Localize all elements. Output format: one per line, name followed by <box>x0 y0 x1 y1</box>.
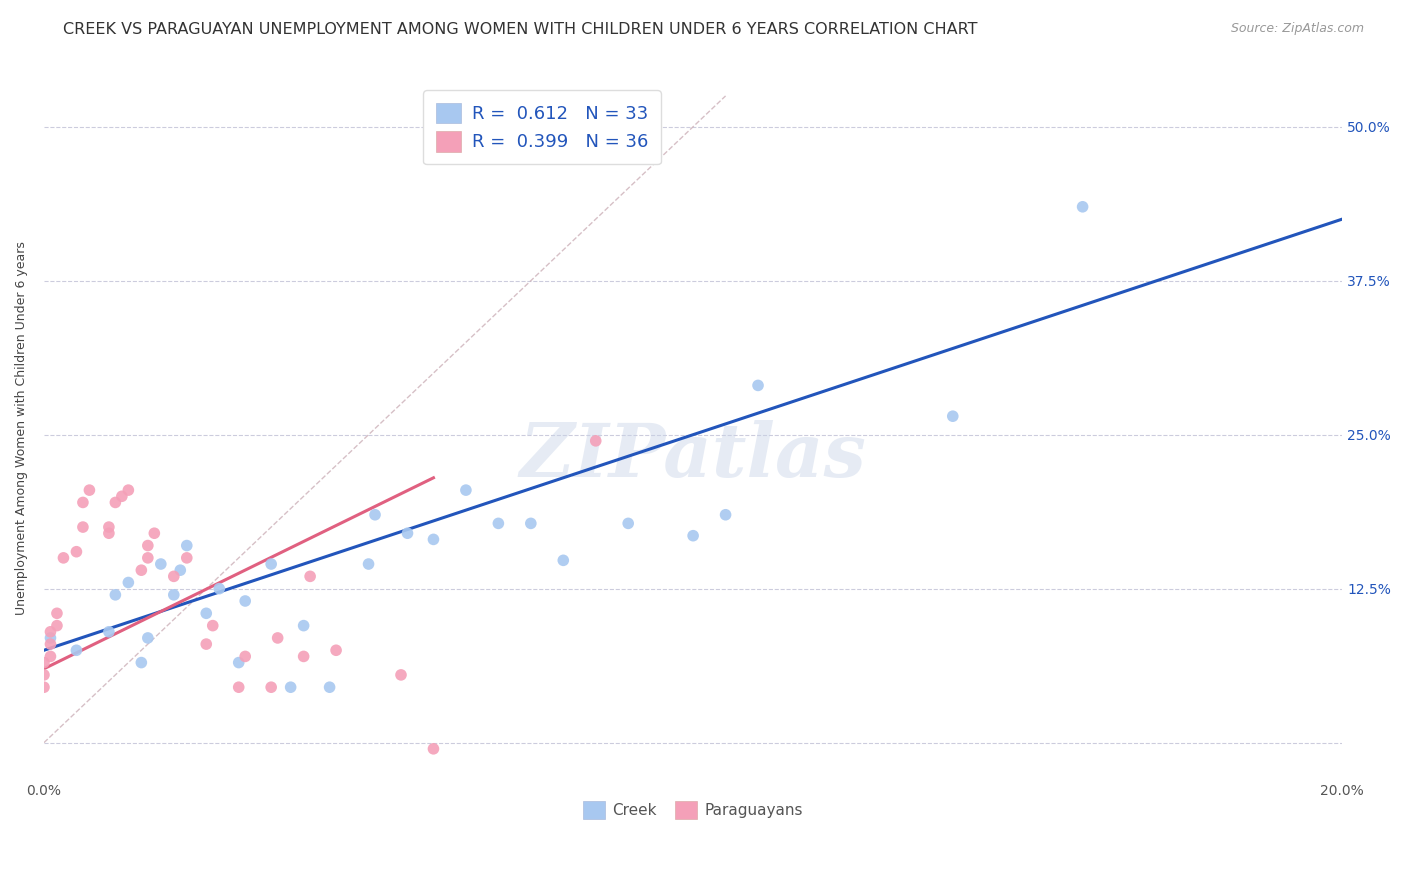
Point <box>163 569 186 583</box>
Point <box>280 680 302 694</box>
Point <box>422 533 444 547</box>
Text: ZIPatlas: ZIPatlas <box>520 420 866 493</box>
Point <box>176 550 198 565</box>
Point <box>233 594 256 608</box>
Point <box>228 656 250 670</box>
Point <box>136 539 159 553</box>
Point <box>117 575 139 590</box>
Y-axis label: Unemployment Among Women with Children Under 6 years: Unemployment Among Women with Children U… <box>15 242 28 615</box>
Point <box>486 516 509 531</box>
Point <box>39 624 62 639</box>
Point <box>195 637 218 651</box>
Point <box>208 582 231 596</box>
Point <box>169 563 191 577</box>
Point <box>143 526 166 541</box>
Text: Source: ZipAtlas.com: Source: ZipAtlas.com <box>1230 22 1364 36</box>
Point <box>364 508 387 522</box>
Point <box>1071 200 1094 214</box>
Point <box>39 649 62 664</box>
Point <box>136 550 159 565</box>
Point <box>396 526 419 541</box>
Point <box>585 434 607 448</box>
Point <box>292 649 315 664</box>
Point <box>39 637 62 651</box>
Point <box>104 588 127 602</box>
Point <box>195 607 218 621</box>
Point <box>325 643 347 657</box>
Point <box>617 516 640 531</box>
Point <box>553 553 575 567</box>
Point <box>46 607 69 621</box>
Point <box>714 508 737 522</box>
Point <box>46 618 69 632</box>
Point <box>176 539 198 553</box>
Point <box>260 557 283 571</box>
Point <box>292 618 315 632</box>
Point <box>131 563 153 577</box>
Point <box>117 483 139 497</box>
Point <box>52 550 75 565</box>
Point <box>97 520 120 534</box>
Point <box>32 668 55 682</box>
Point <box>136 631 159 645</box>
Point <box>389 668 412 682</box>
Point <box>72 495 94 509</box>
Point <box>97 526 120 541</box>
Legend: Creek, Paraguayans: Creek, Paraguayans <box>578 795 808 824</box>
Point <box>747 378 769 392</box>
Point <box>65 643 87 657</box>
Point <box>520 516 543 531</box>
Point <box>104 495 127 509</box>
Point <box>111 489 134 503</box>
Point <box>97 624 120 639</box>
Point <box>32 680 55 694</box>
Point <box>149 557 172 571</box>
Point <box>942 409 965 424</box>
Point <box>454 483 477 497</box>
Point <box>39 631 62 645</box>
Point <box>299 569 322 583</box>
Text: CREEK VS PARAGUAYAN UNEMPLOYMENT AMONG WOMEN WITH CHILDREN UNDER 6 YEARS CORRELA: CREEK VS PARAGUAYAN UNEMPLOYMENT AMONG W… <box>63 22 977 37</box>
Point <box>682 529 704 543</box>
Point <box>32 656 55 670</box>
Point <box>422 741 444 756</box>
Point <box>318 680 340 694</box>
Point <box>79 483 101 497</box>
Point <box>228 680 250 694</box>
Point <box>266 631 288 645</box>
Point <box>131 656 153 670</box>
Point <box>233 649 256 664</box>
Point <box>201 618 224 632</box>
Point <box>260 680 283 694</box>
Point <box>163 588 186 602</box>
Point <box>65 545 87 559</box>
Point <box>72 520 94 534</box>
Point <box>357 557 380 571</box>
